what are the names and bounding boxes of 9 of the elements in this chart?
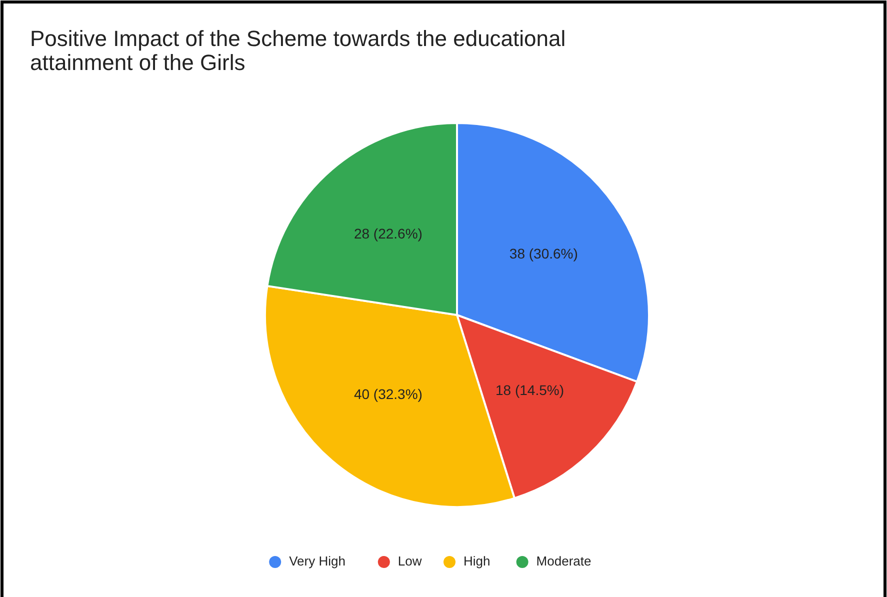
data-label: 28 (22.6%) [354, 226, 422, 242]
legend-label: Moderate [536, 553, 592, 568]
data-label: 38 (30.6%) [509, 245, 578, 262]
legend-label: High [464, 553, 490, 568]
data-label: 18 (14.5%) [496, 382, 564, 398]
data-label: 40 (32.3%) [354, 386, 422, 402]
legend-label: Very High [289, 553, 346, 568]
legend-label: Low [398, 553, 422, 568]
chart-title: Positive Impact of the Scheme towards the educational attainment of the Girls [30, 26, 566, 75]
